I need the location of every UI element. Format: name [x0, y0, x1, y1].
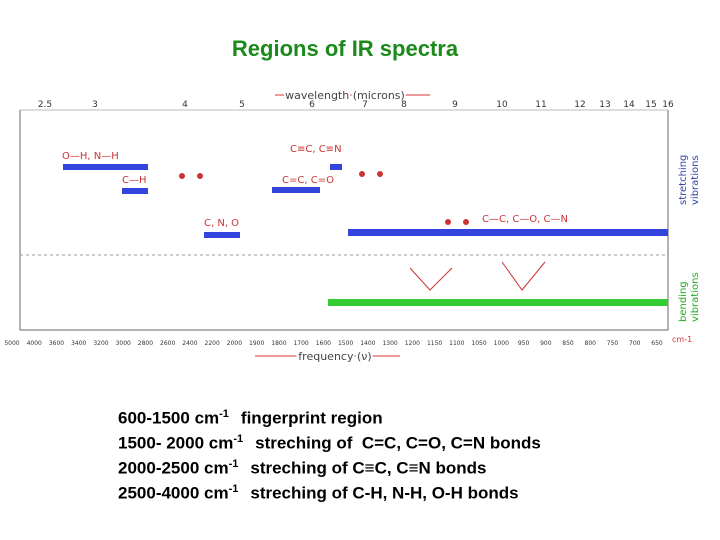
- wavelength-tick: 3: [92, 100, 98, 110]
- description: streching of C=C, C=O, C=N bonds: [255, 433, 541, 453]
- region-bar: [330, 164, 342, 170]
- bond-label: C—C, C—O, C—N: [482, 214, 568, 225]
- wavelength-tick: 8: [401, 100, 407, 110]
- frequency-tick: 2600: [160, 340, 175, 347]
- bending-label: vibrations: [690, 272, 701, 322]
- frequency-tick: 2200: [205, 340, 220, 347]
- frequency-tick: 1300: [382, 340, 397, 347]
- note-line: 2500-4000 cm-1 streching of C-H, N-H, O-H…: [118, 483, 541, 508]
- frequency-tick: 1900: [249, 340, 264, 347]
- frequency-tick: 1600: [316, 340, 331, 347]
- frequency-tick: 850: [562, 340, 574, 347]
- wavelength-tick: 4: [182, 100, 188, 110]
- bend-icon: [501, 261, 546, 291]
- atom-icon: [463, 219, 469, 225]
- atom-icon: [359, 171, 365, 177]
- region-bar: [348, 229, 668, 236]
- frequency-tick: 1100: [449, 340, 464, 347]
- atom-icon: [179, 173, 185, 179]
- frequency-tick: 650: [651, 340, 663, 347]
- note-line: 1500- 2000 cm-1 streching of C=C, C=O, C=…: [118, 433, 541, 458]
- range: 600-1500 cm: [118, 408, 220, 428]
- frequency-tick: 1500: [338, 340, 353, 347]
- frequency-tick: 950: [518, 340, 530, 347]
- wavelength-tick: 12: [574, 100, 585, 110]
- frequency-tick: 5000: [4, 340, 19, 347]
- unit-exponent: -1: [219, 408, 229, 420]
- wavelength-tick: 9: [452, 100, 458, 110]
- frequency-tick: 1000: [494, 340, 509, 347]
- wavelength-tick: 7: [362, 100, 368, 110]
- frequency-tick: 2400: [182, 340, 197, 347]
- frequency-unit: cm-1: [672, 335, 692, 344]
- bond-label: O—H, N—H: [62, 151, 119, 162]
- frequency-tick: 900: [540, 340, 552, 347]
- frequency-tick: 1200: [405, 340, 420, 347]
- bond-label: C=C, C=O: [282, 175, 334, 186]
- frequency-tick: 3000: [116, 340, 131, 347]
- region-bar: [272, 187, 320, 193]
- frequency-label: frequency (ν): [298, 350, 371, 363]
- frequency-tick: 4000: [27, 340, 42, 347]
- wavelength-label: wavelength (microns): [285, 89, 405, 102]
- region-bar: [122, 188, 148, 194]
- description: streching of C-H, N-H, O-H bonds: [250, 483, 519, 503]
- note-line: 2000-2500 cm-1 streching of C≡C, C≡N bond…: [118, 458, 541, 483]
- frequency-tick: 2000: [227, 340, 242, 347]
- range: 2500-4000 cm: [118, 483, 229, 503]
- description: fingerprint region: [240, 408, 383, 428]
- stretching-label: stretching: [678, 155, 689, 205]
- wavelength-tick: 11: [535, 100, 546, 110]
- frequency-tick: 2800: [138, 340, 153, 347]
- frequency-tick: 1400: [360, 340, 375, 347]
- stretching-label: vibrations: [690, 155, 701, 205]
- title: Regions of IR spectra: [231, 36, 459, 61]
- description: streching of C≡C, C≡N bonds: [250, 458, 487, 478]
- bend-icon: [409, 267, 453, 291]
- bond-label: C≡C, C≡N: [290, 144, 342, 155]
- frequency-tick: 1700: [293, 340, 308, 347]
- bond-label: C—H: [122, 175, 147, 186]
- atom-icon: [445, 219, 451, 225]
- frequency-tick: 700: [629, 340, 641, 347]
- frequency-tick: 1150: [427, 340, 442, 347]
- frequency-tick: 3400: [71, 340, 86, 347]
- frequency-tick: 3200: [93, 340, 108, 347]
- wavelength-tick: 15: [645, 100, 656, 110]
- wavelength-tick: 10: [496, 100, 508, 110]
- wavelength-tick: 13: [599, 100, 610, 110]
- region-bar: [328, 299, 668, 306]
- unit-exponent: -1: [228, 483, 239, 495]
- note-line: 600-1500 cm-1 fingerprint region: [118, 408, 541, 433]
- notes: 600-1500 cm-1 fingerprint region 1500- 200…: [118, 408, 541, 508]
- unit-exponent: -1: [233, 433, 244, 445]
- frequency-tick: 750: [607, 340, 619, 347]
- wavelength-tick: 2.5: [38, 100, 52, 110]
- wavelength-tick: 16: [662, 100, 674, 110]
- frequency-tick: 1050: [471, 340, 486, 347]
- frequency-tick: 800: [585, 340, 597, 347]
- range: 2000-2500 cm: [118, 458, 229, 478]
- frequency-tick: 1800: [271, 340, 286, 347]
- atom-icon: [377, 171, 383, 177]
- atom-icon: [197, 173, 203, 179]
- bond-label: C, N, O: [204, 218, 239, 229]
- wavelength-tick: 5: [239, 100, 245, 110]
- frequency-tick: 3600: [49, 340, 64, 347]
- wavelength-tick: 14: [623, 100, 635, 110]
- region-bar: [63, 164, 148, 170]
- wavelength-tick: 6: [309, 100, 315, 110]
- unit-exponent: -1: [228, 458, 239, 470]
- ir-figure: wavelength (microns) frequency (ν) cm-1 …: [4, 87, 701, 365]
- bending-label: bending: [678, 281, 689, 322]
- region-bar: [204, 232, 240, 238]
- range: 1500- 2000 cm: [118, 433, 234, 453]
